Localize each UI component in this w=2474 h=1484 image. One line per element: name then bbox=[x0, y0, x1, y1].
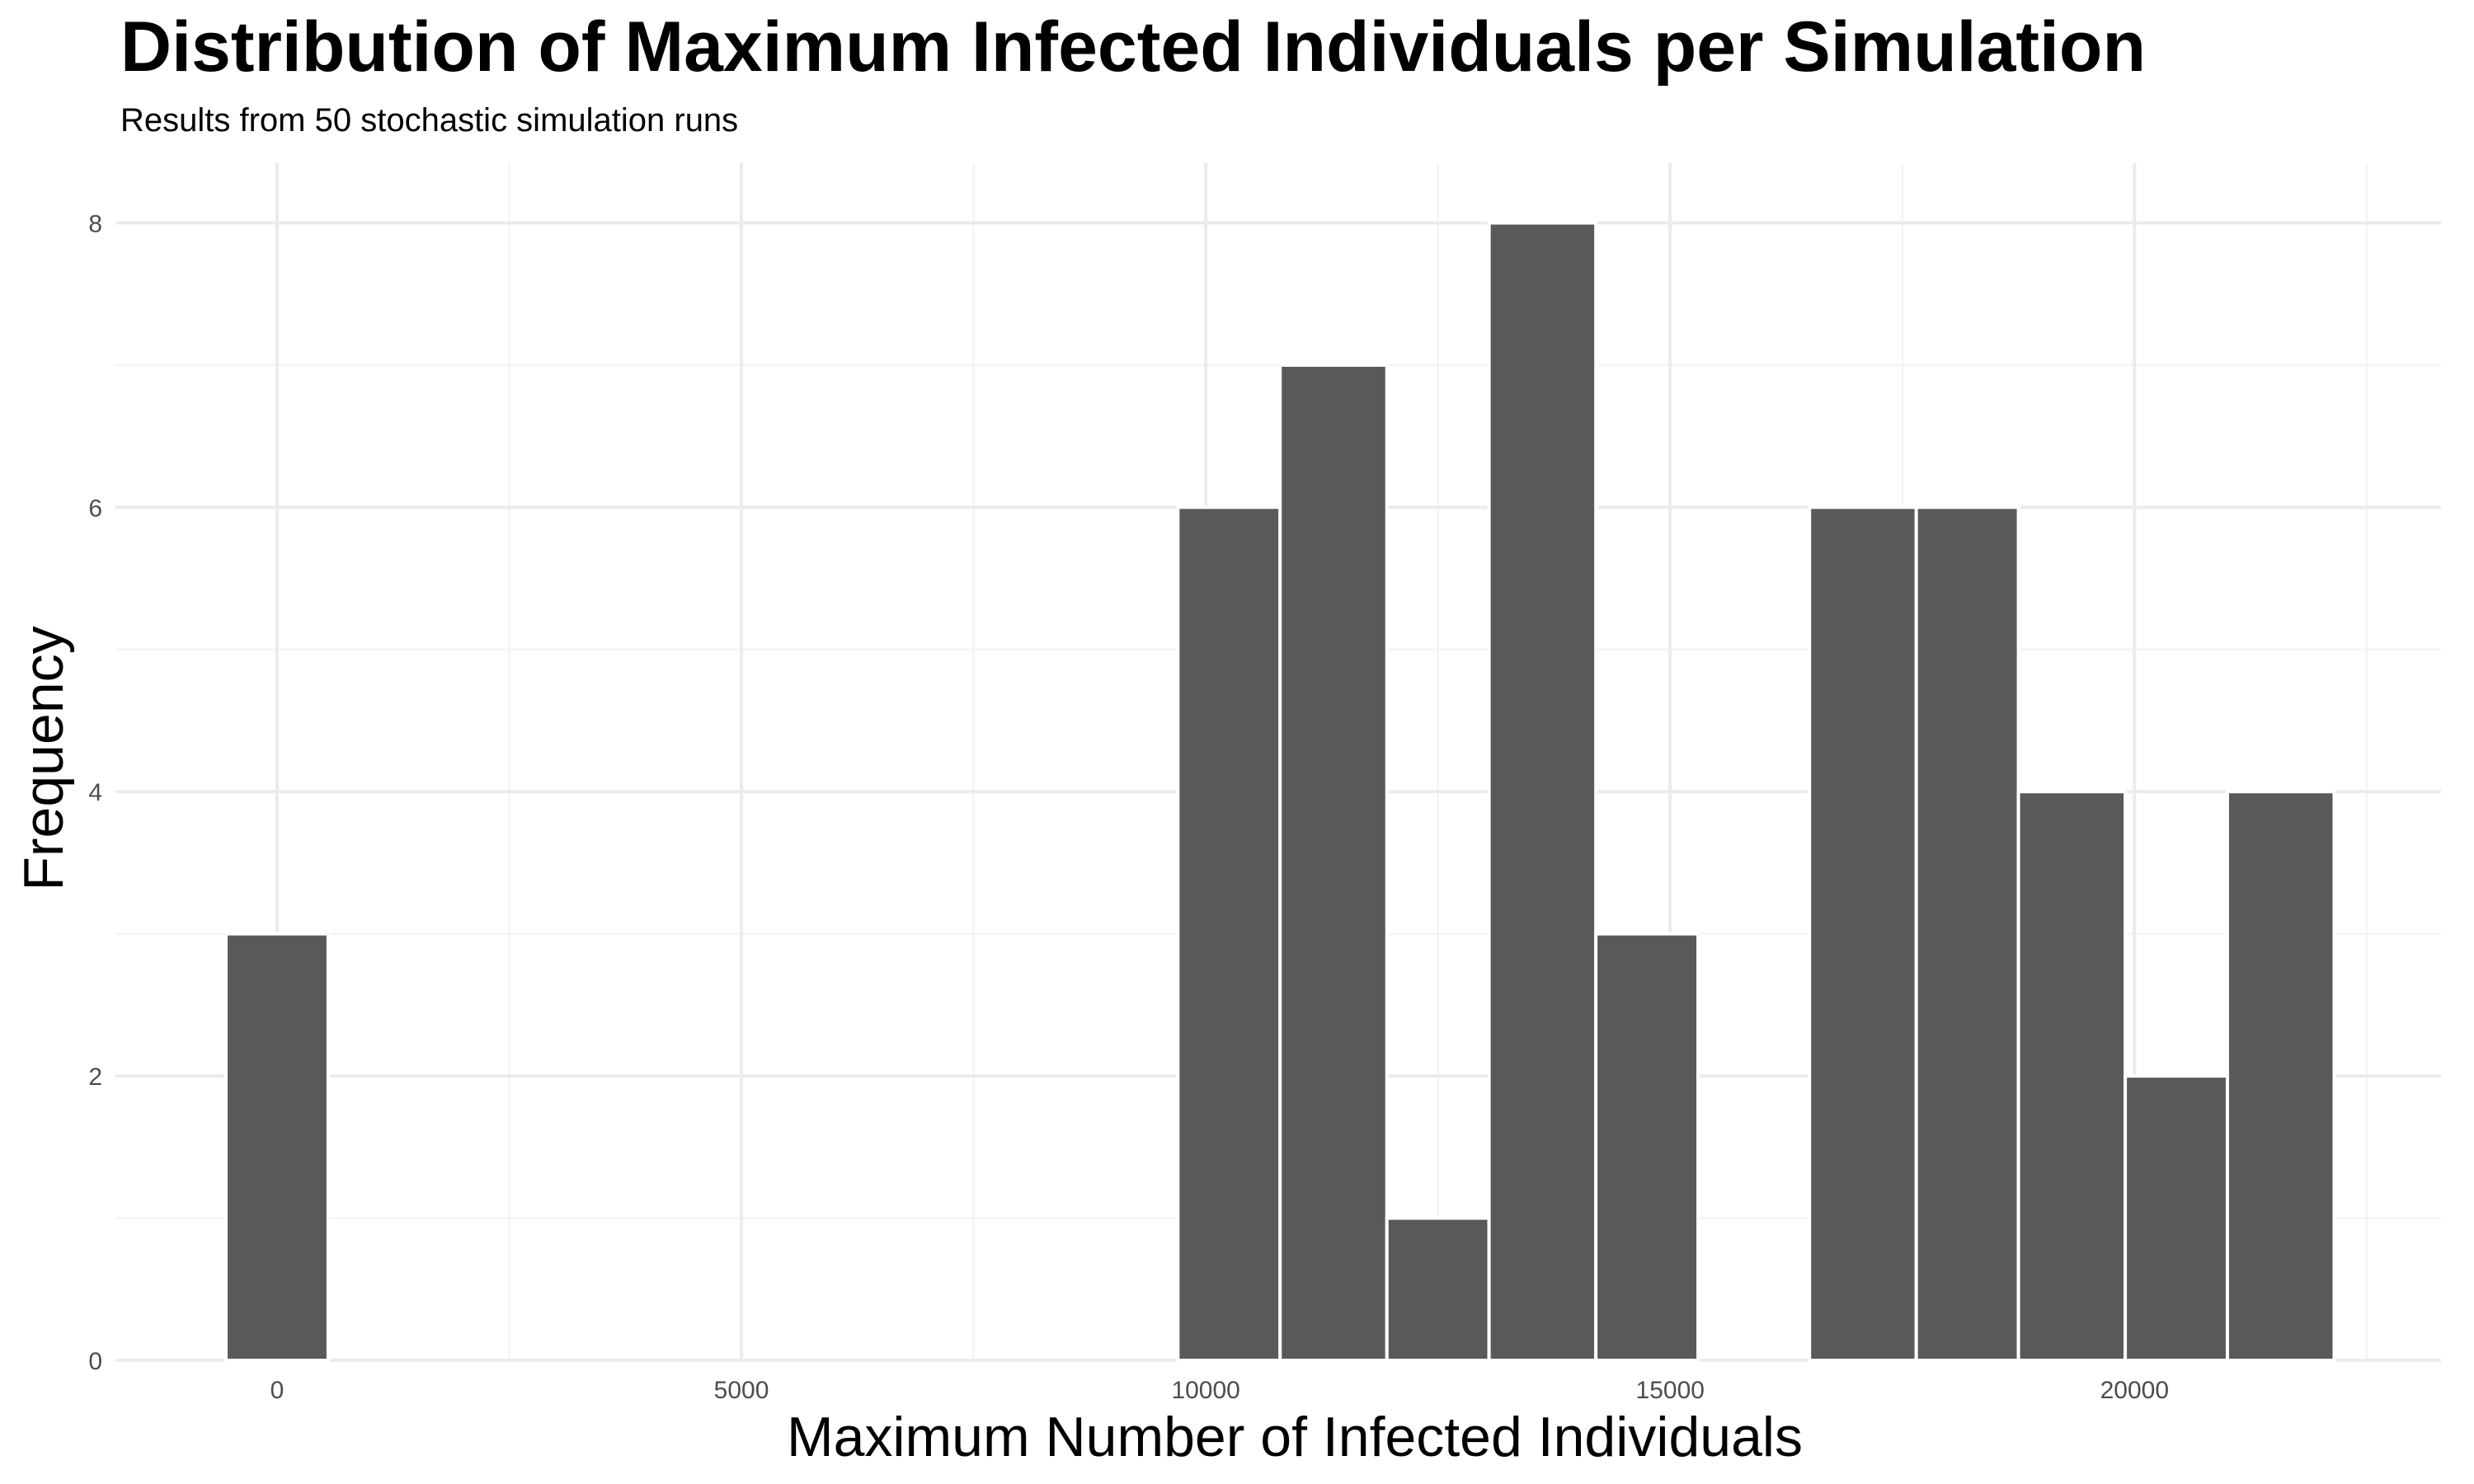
histogram-bar bbox=[2124, 1074, 2229, 1363]
y-tick-label: 4 bbox=[88, 779, 102, 806]
histogram-bar bbox=[2225, 790, 2336, 1362]
y-tick-label: 0 bbox=[88, 1348, 102, 1375]
y-tick-label: 2 bbox=[88, 1064, 102, 1091]
y-axis-label: Frequency bbox=[12, 626, 75, 890]
x-axis-ticks: 0 5000 10000 15000 20000 bbox=[270, 1377, 2169, 1404]
chart-subtitle: Results from 50 stochastic simulation ru… bbox=[120, 102, 739, 139]
chart-title: Distribution of Maximum Infected Individ… bbox=[120, 7, 2146, 87]
histogram-bar bbox=[1594, 932, 1700, 1362]
histogram-bar bbox=[1487, 221, 1598, 1362]
y-tick-label: 6 bbox=[88, 495, 102, 522]
bars bbox=[224, 221, 2336, 1363]
x-tick-label: 0 bbox=[270, 1377, 285, 1404]
y-axis-ticks: 0 2 4 6 8 bbox=[88, 210, 102, 1375]
histogram-bar bbox=[2016, 790, 2128, 1362]
histogram-bar bbox=[1914, 505, 2020, 1362]
histogram-bar bbox=[1278, 363, 1389, 1362]
x-tick-label: 20000 bbox=[2100, 1377, 2169, 1404]
x-tick-label: 15000 bbox=[1636, 1377, 1705, 1404]
x-tick-label: 5000 bbox=[714, 1377, 769, 1404]
histogram-bar bbox=[1385, 1216, 1491, 1363]
histogram-bar bbox=[224, 932, 330, 1362]
x-axis-label: Maximum Number of Infected Individuals bbox=[787, 1406, 1803, 1468]
x-tick-label: 10000 bbox=[1171, 1377, 1239, 1404]
histogram-bar bbox=[1808, 505, 1918, 1362]
histogram-bar bbox=[1176, 505, 1282, 1362]
y-tick-label: 8 bbox=[88, 210, 102, 237]
